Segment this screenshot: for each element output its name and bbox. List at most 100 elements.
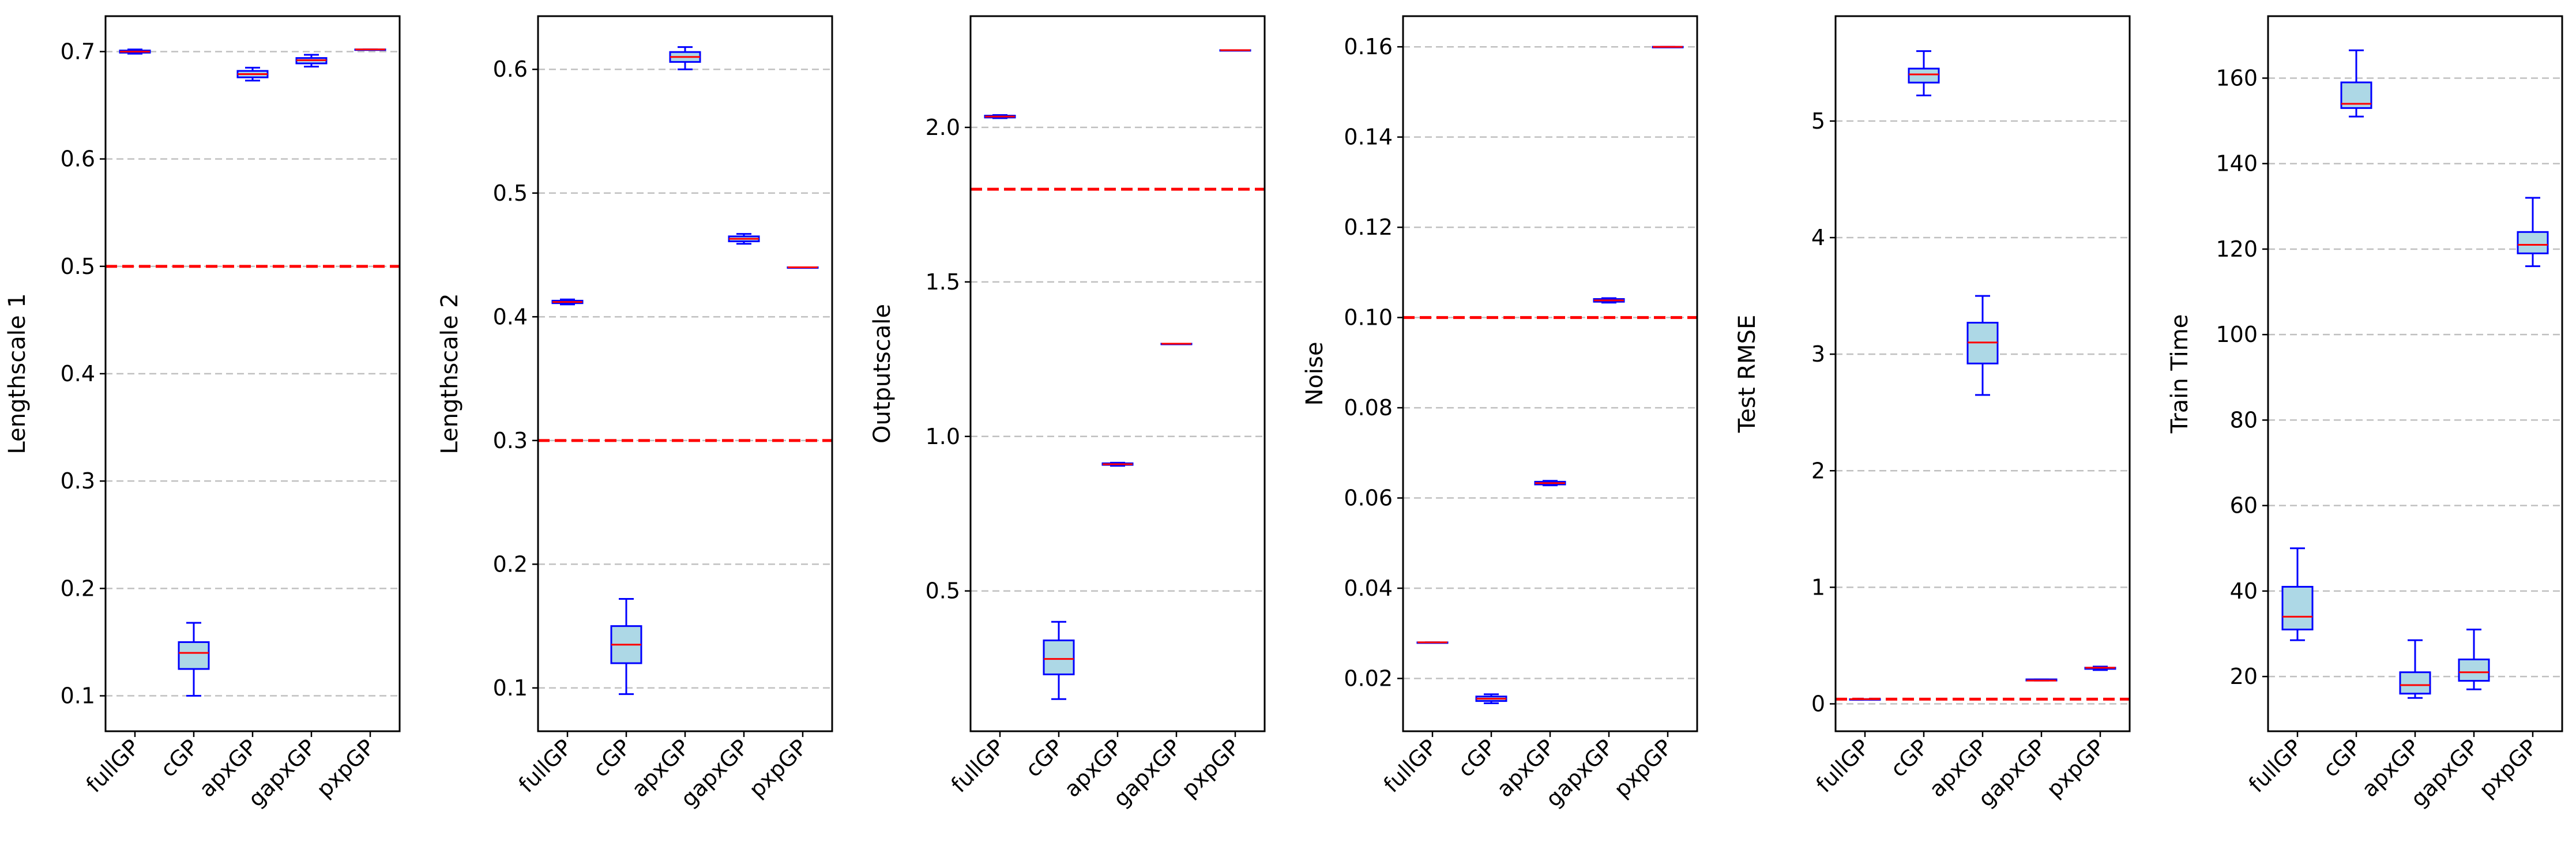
- chart-panel-4: 0.02 0.04 0.06 0.08 0.10 0.12 0.14 0.16 fullGP cG…: [1302, 15, 1698, 812]
- y-tick-label: 4: [1811, 225, 1825, 250]
- box-cGP: [1043, 621, 1075, 700]
- box-body: [1043, 639, 1075, 675]
- box-pxpGP: [1219, 49, 1251, 52]
- y-axis-label: Train Time: [2167, 314, 2193, 434]
- y-tick-label: 0.1: [493, 675, 528, 701]
- box-cGP: [178, 622, 210, 697]
- y-tick-label: 0.08: [1344, 395, 1393, 420]
- y-tick-label: 0.5: [493, 181, 528, 206]
- y-tick-label: 0.2: [61, 576, 95, 601]
- box-body: [2458, 658, 2490, 682]
- y-tick-label: 40: [2230, 578, 2258, 604]
- box-gapxGP: [2458, 629, 2490, 690]
- box-apxGP: [2399, 639, 2431, 699]
- y-axis-label: Lengthscale 2: [437, 293, 463, 454]
- y-axis-label: Noise: [1302, 342, 1328, 406]
- y-tick-label: 0.5: [61, 254, 95, 279]
- box-apxGP: [236, 66, 269, 82]
- y-tick-label: 20: [2230, 664, 2258, 689]
- y-tick-label: 0: [1811, 691, 1825, 717]
- y-tick-label: 80: [2230, 407, 2258, 433]
- box-cGP: [1908, 50, 1940, 96]
- y-tick-label: 5: [1811, 108, 1825, 134]
- x-tick-label: cGP: [588, 734, 635, 782]
- axes-frame: [969, 15, 1266, 732]
- y-tick-label: 1: [1811, 574, 1825, 600]
- x-tick-label: fullGP: [514, 734, 577, 798]
- x-tick-label: fullGP: [2244, 734, 2307, 798]
- y-tick-label: 0.4: [61, 361, 95, 386]
- y-tick-label: 0.1: [61, 683, 95, 709]
- x-tick-label: pxpGP: [311, 734, 379, 802]
- y-tick-label: 1.5: [926, 269, 960, 295]
- y-tick-label: 0.3: [493, 428, 528, 453]
- box-apxGP: [1534, 480, 1566, 487]
- y-tick-label: 0.4: [493, 304, 528, 329]
- y-tick-label: 140: [2216, 151, 2258, 176]
- x-tick-label: fullGP: [1811, 734, 1875, 798]
- box-body: [1908, 67, 1940, 84]
- box-pxpGP: [2517, 197, 2549, 268]
- x-tick-label: cGP: [155, 734, 203, 782]
- y-tick-label: 160: [2216, 65, 2258, 91]
- x-tick-label: fullGP: [1379, 734, 1442, 798]
- y-tick-label: 1.0: [926, 424, 960, 449]
- y-axis-label: Lengthscale 1: [4, 293, 31, 454]
- box-gapxGP: [728, 233, 760, 245]
- x-tick-label: pxpGP: [2474, 734, 2542, 802]
- box-fullGP: [1416, 641, 1449, 644]
- y-tick-label: 0.10: [1344, 305, 1393, 330]
- x-tick-label: cGP: [1885, 734, 1933, 782]
- y-tick-label: 0.14: [1344, 125, 1393, 150]
- box-gapxGP: [295, 54, 328, 68]
- box-cGP: [1475, 693, 1507, 704]
- box-apxGP: [669, 46, 701, 70]
- x-tick-label: pxpGP: [744, 734, 812, 802]
- x-tick-label: cGP: [1453, 734, 1501, 782]
- x-tick-label: pxpGP: [2041, 734, 2109, 802]
- box-fullGP: [2281, 547, 2314, 641]
- x-tick-label: cGP: [2318, 734, 2366, 782]
- y-tick-label: 3: [1811, 341, 1825, 367]
- y-tick-label: 2: [1811, 458, 1825, 483]
- y-tick-label: 0.3: [61, 468, 95, 494]
- y-tick-label: 0.5: [926, 578, 960, 604]
- box-fullGP: [1849, 698, 1881, 701]
- axes-frame: [1402, 15, 1698, 732]
- y-axis-label: Outputscale: [869, 304, 896, 443]
- box-gapxGP: [2025, 678, 2058, 682]
- box-apxGP: [1966, 295, 1999, 396]
- y-tick-label: 0.02: [1344, 665, 1393, 691]
- x-tick-label: pxpGP: [1609, 734, 1677, 802]
- x-tick-label: cGP: [1020, 734, 1068, 782]
- y-tick-label: 0.6: [493, 57, 528, 82]
- box-body: [2517, 231, 2549, 254]
- box-body: [2399, 671, 2431, 695]
- y-tick-label: 0.7: [61, 39, 95, 64]
- y-tick-label: 0.6: [61, 146, 95, 172]
- box-fullGP: [984, 114, 1016, 119]
- y-tick-label: 2.0: [926, 115, 960, 140]
- y-tick-label: 0.16: [1344, 34, 1393, 59]
- box-pxpGP: [2084, 665, 2116, 671]
- box-cGP: [610, 597, 642, 695]
- y-axis-label: Test RMSE: [1734, 315, 1761, 433]
- x-tick-label: fullGP: [946, 734, 1010, 798]
- x-tick-label: pxpGP: [1176, 734, 1244, 802]
- y-tick-label: 0.06: [1344, 486, 1393, 511]
- y-tick-label: 60: [2230, 493, 2258, 518]
- x-tick-label: fullGP: [81, 734, 145, 798]
- axes-frame: [537, 15, 833, 732]
- y-tick-label: 0.12: [1344, 215, 1393, 240]
- y-tick-label: 100: [2216, 322, 2258, 347]
- box-apxGP: [1101, 461, 1134, 467]
- box-body: [2281, 585, 2314, 631]
- box-body: [178, 641, 210, 670]
- box-cGP: [2340, 49, 2372, 118]
